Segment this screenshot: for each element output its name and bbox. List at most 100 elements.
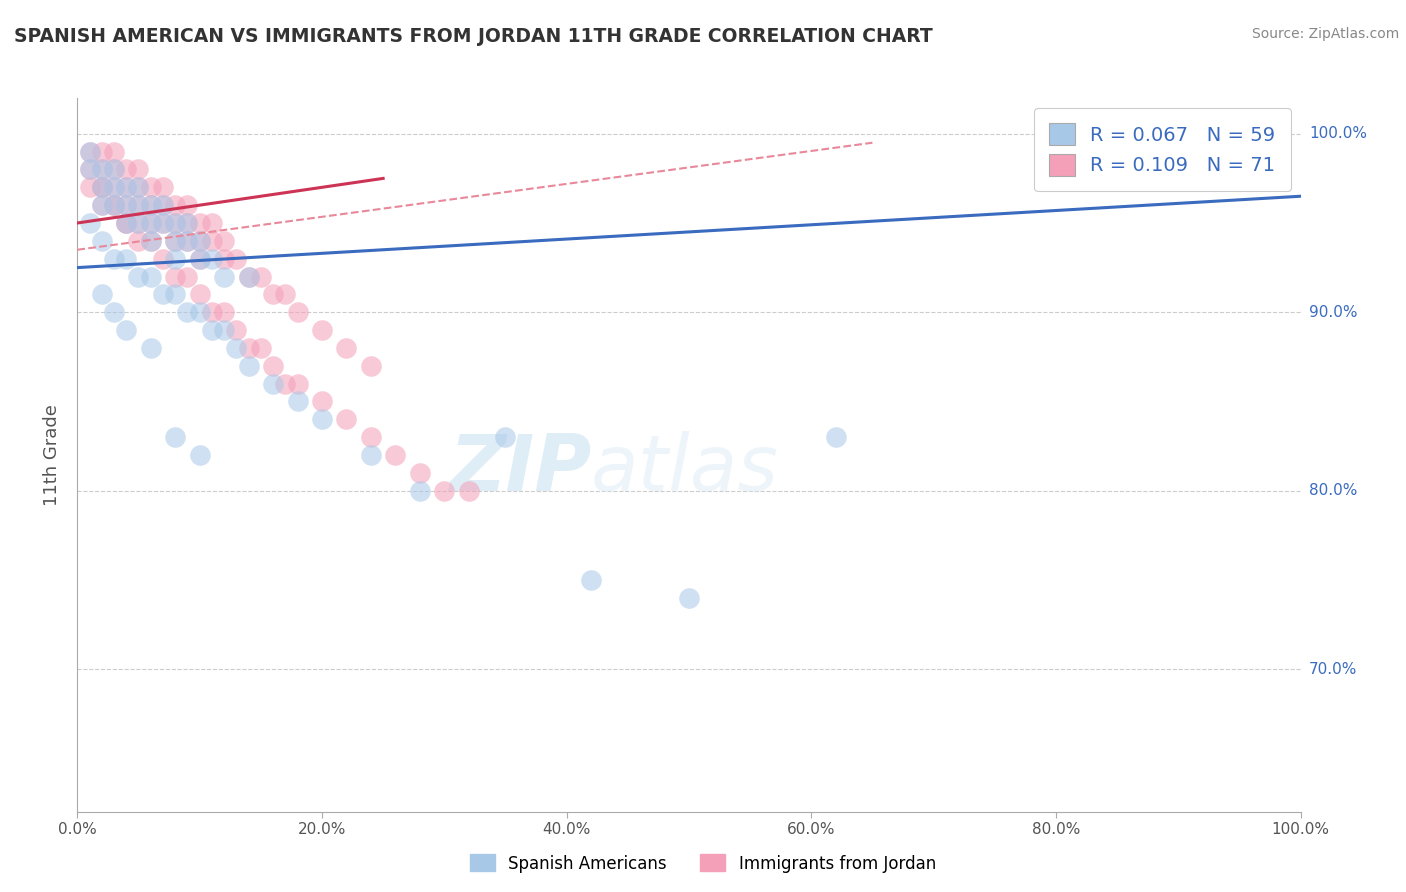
Point [139, 216, 162, 230]
Point [79, 162, 101, 177]
Point [495, 430, 517, 444]
Point [79, 162, 101, 177]
Point [127, 198, 149, 212]
Point [201, 252, 224, 266]
Point [287, 305, 309, 319]
Point [409, 466, 432, 480]
Point [311, 412, 333, 426]
Point [360, 448, 382, 462]
Point [165, 430, 187, 444]
Point [90, 180, 112, 194]
Text: atlas: atlas [591, 431, 779, 508]
Point [188, 216, 211, 230]
Point [225, 341, 247, 355]
Point [79, 145, 101, 159]
Point [176, 269, 198, 284]
Point [201, 305, 224, 319]
Point [115, 180, 138, 194]
Point [201, 234, 224, 248]
Point [103, 198, 125, 212]
Point [311, 323, 333, 337]
Point [152, 180, 174, 194]
Point [90, 162, 112, 177]
Point [103, 162, 125, 177]
Text: 90.0%: 90.0% [1309, 305, 1357, 319]
Point [103, 162, 125, 177]
Point [115, 323, 138, 337]
Point [1265, 127, 1288, 141]
Y-axis label: 11th Grade: 11th Grade [44, 404, 62, 506]
Point [188, 448, 211, 462]
Point [79, 180, 101, 194]
Point [152, 216, 174, 230]
Point [165, 216, 187, 230]
Point [238, 269, 260, 284]
Point [176, 198, 198, 212]
Point [165, 287, 187, 301]
Point [238, 341, 260, 355]
Point [188, 252, 211, 266]
Point [678, 591, 700, 605]
Point [274, 376, 297, 391]
Point [212, 269, 235, 284]
Point [103, 305, 125, 319]
Point [225, 323, 247, 337]
Point [103, 145, 125, 159]
Point [165, 216, 187, 230]
Point [127, 198, 149, 212]
Point [188, 234, 211, 248]
Point [115, 198, 138, 212]
Point [176, 305, 198, 319]
Point [103, 180, 125, 194]
Text: 100.0%: 100.0% [1309, 127, 1367, 141]
Point [152, 287, 174, 301]
Point [311, 394, 333, 409]
Point [152, 216, 174, 230]
Point [250, 341, 273, 355]
Point [103, 198, 125, 212]
Point [176, 216, 198, 230]
Point [176, 216, 198, 230]
Point [90, 198, 112, 212]
Point [287, 394, 309, 409]
Point [262, 359, 284, 373]
Point [139, 180, 162, 194]
Point [188, 287, 211, 301]
Point [176, 234, 198, 248]
Point [165, 234, 187, 248]
Point [139, 234, 162, 248]
Point [238, 269, 260, 284]
Point [225, 252, 247, 266]
Point [152, 252, 174, 266]
Point [90, 198, 112, 212]
Point [103, 252, 125, 266]
Point [287, 376, 309, 391]
Point [360, 430, 382, 444]
Point [212, 323, 235, 337]
Point [201, 216, 224, 230]
Point [90, 287, 112, 301]
Point [201, 323, 224, 337]
Point [360, 359, 382, 373]
Point [115, 216, 138, 230]
Point [139, 216, 162, 230]
Point [139, 234, 162, 248]
Point [250, 269, 273, 284]
Text: SPANISH AMERICAN VS IMMIGRANTS FROM JORDAN 11TH GRADE CORRELATION CHART: SPANISH AMERICAN VS IMMIGRANTS FROM JORD… [14, 27, 932, 45]
Point [165, 198, 187, 212]
Point [90, 145, 112, 159]
Point [212, 252, 235, 266]
Point [384, 448, 406, 462]
Point [115, 252, 138, 266]
Point [139, 269, 162, 284]
Point [127, 269, 149, 284]
Point [127, 180, 149, 194]
Point [212, 305, 235, 319]
Point [127, 162, 149, 177]
Text: Source: ZipAtlas.com: Source: ZipAtlas.com [1251, 27, 1399, 41]
Point [90, 180, 112, 194]
Point [433, 483, 456, 498]
Legend: R = 0.067   N = 59, R = 0.109   N = 71: R = 0.067 N = 59, R = 0.109 N = 71 [1033, 108, 1291, 191]
Point [152, 198, 174, 212]
Point [103, 198, 125, 212]
